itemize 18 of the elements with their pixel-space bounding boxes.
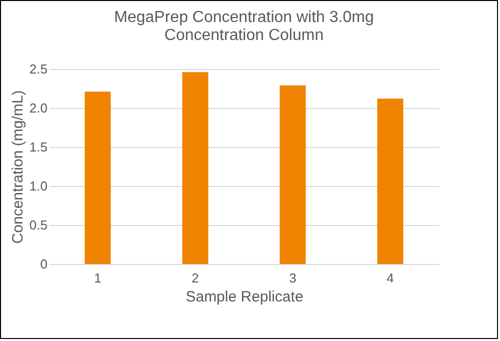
y-tick-label: 2.0	[29, 100, 48, 116]
x-tick-label: 4	[386, 270, 394, 286]
y-tick-label: 1.5	[29, 140, 48, 154]
x-tick-label: 1	[94, 270, 102, 286]
bar	[84, 92, 111, 264]
bar	[280, 85, 306, 264]
y-tick-label: 1.0	[29, 178, 48, 194]
x-tick-label: 3	[289, 270, 296, 286]
bar	[377, 98, 404, 264]
text: MegaPrep Concentration with 3.0mg	[114, 9, 374, 26]
y-axis-title: Concentration (mg/mL)	[9, 90, 26, 244]
y-tick-label: 0	[40, 256, 48, 272]
y-tick-label: 2.5	[29, 62, 48, 76]
bar	[182, 72, 208, 264]
y-tick-label: 0.5	[29, 218, 48, 232]
text: Concentration Column	[164, 27, 324, 44]
x-tick-label: 2	[192, 270, 199, 286]
x-axis-title: Sample Replicate	[186, 288, 304, 306]
